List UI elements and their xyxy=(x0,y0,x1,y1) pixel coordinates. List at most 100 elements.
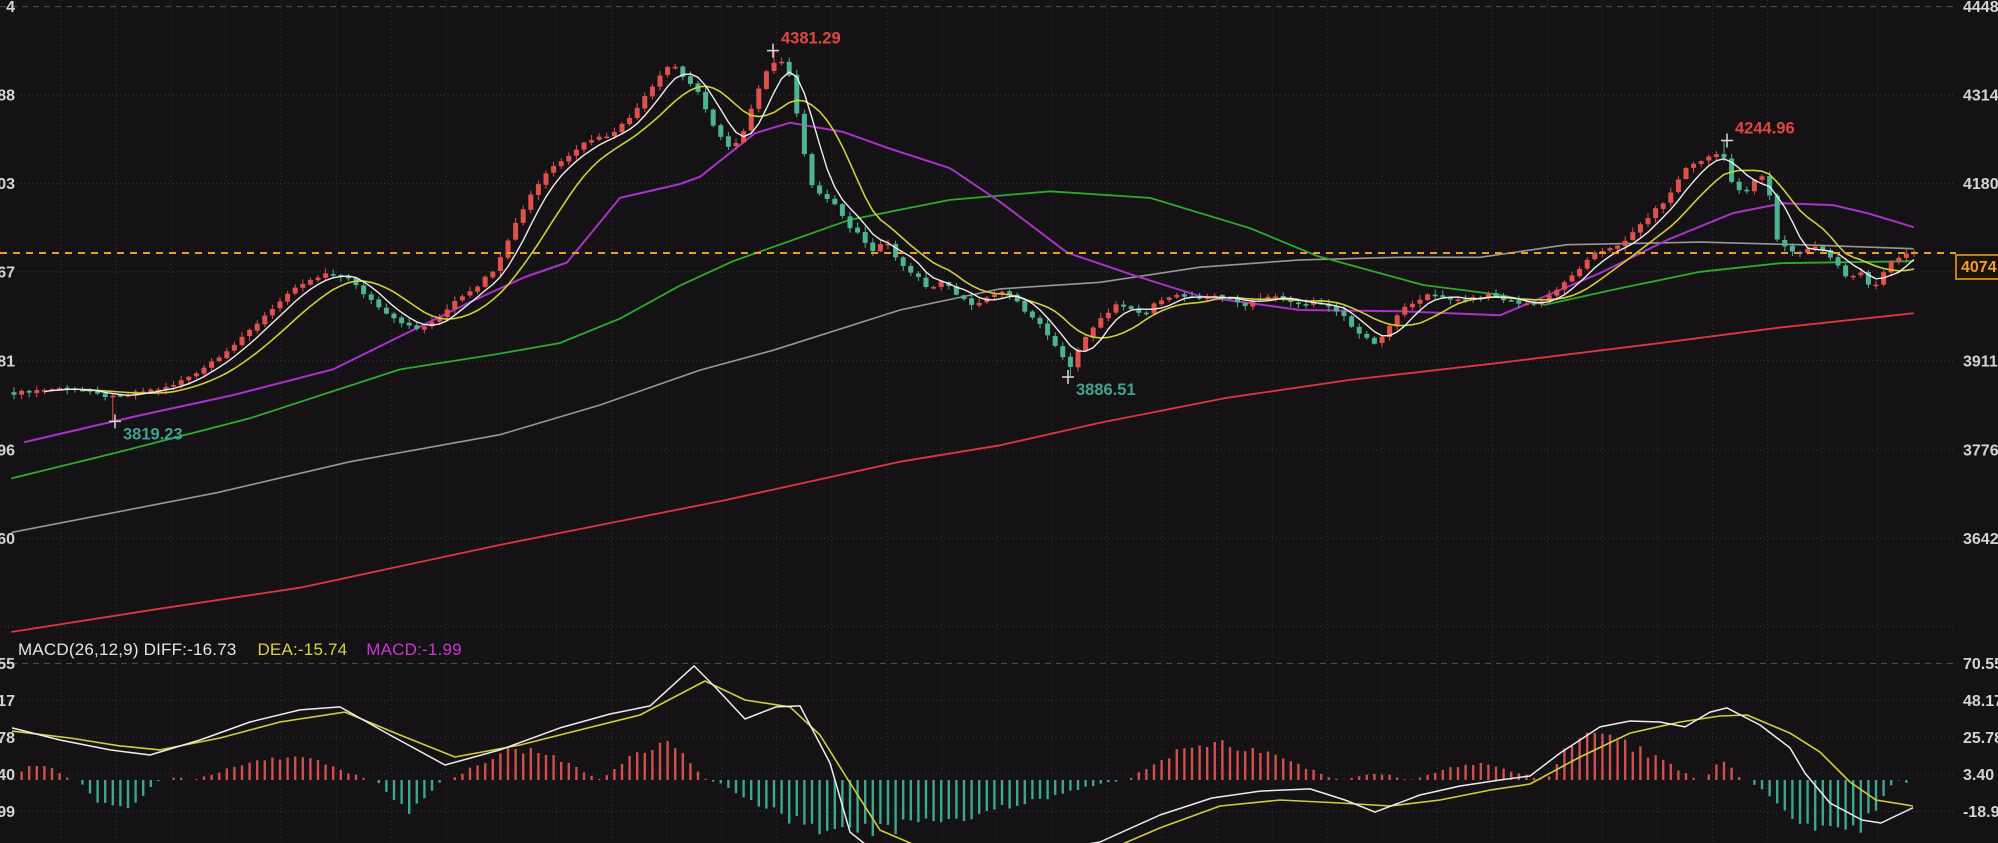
candle xyxy=(505,240,511,258)
candle xyxy=(1326,303,1332,307)
candle xyxy=(855,227,861,233)
macd-axis-fragment: 40 xyxy=(0,767,15,784)
candle xyxy=(1242,302,1248,307)
candle xyxy=(323,273,329,278)
extreme-marker-icon xyxy=(1721,133,1733,148)
candle xyxy=(1599,250,1605,253)
candle xyxy=(1858,272,1864,276)
candle xyxy=(566,155,572,162)
candle xyxy=(1531,303,1537,305)
candle xyxy=(976,302,982,306)
candle xyxy=(832,198,838,205)
candle xyxy=(748,108,754,131)
candle xyxy=(300,283,306,288)
candle xyxy=(1029,311,1035,318)
candle xyxy=(1873,284,1879,287)
candle xyxy=(839,204,845,216)
candle xyxy=(34,390,40,394)
candle xyxy=(953,286,959,295)
macd-dea-value: DEA:-15.74 xyxy=(257,640,348,659)
candle xyxy=(57,388,63,390)
candle xyxy=(1516,300,1522,304)
candle xyxy=(467,291,473,296)
candle xyxy=(414,325,420,329)
price-extreme-label: 3819.23 xyxy=(123,425,183,443)
macd-axis-label: -18.99 xyxy=(1963,804,1998,821)
candle xyxy=(923,277,929,287)
candle xyxy=(193,373,199,377)
candle xyxy=(528,194,534,210)
candle xyxy=(573,149,579,156)
candle xyxy=(475,286,481,292)
candle xyxy=(444,309,450,318)
candle xyxy=(634,107,640,119)
candle xyxy=(368,294,374,300)
y-axis-price-label: 3776 xyxy=(1963,442,1998,459)
candle xyxy=(421,326,427,330)
candle xyxy=(680,66,686,77)
candle xyxy=(1607,248,1613,251)
candle xyxy=(1409,303,1415,308)
candle xyxy=(672,66,678,69)
candle xyxy=(801,113,807,155)
candle xyxy=(1774,195,1780,240)
candle xyxy=(1865,271,1871,285)
candle xyxy=(627,117,633,125)
candle xyxy=(1432,294,1438,297)
ma-white-fast-line xyxy=(44,71,1915,396)
price-axis-labels: 4448 4314 4180 3911 3776 3642 4 88 03 67 81 96 60 70.… xyxy=(0,0,1998,821)
candle xyxy=(703,91,709,110)
candle xyxy=(642,96,648,109)
candle xyxy=(247,329,253,337)
candle xyxy=(961,295,967,300)
candle xyxy=(999,291,1005,295)
macd-axis-fragment: 55 xyxy=(0,656,15,673)
price-extreme-label: 3886.51 xyxy=(1076,381,1136,399)
candle xyxy=(41,389,47,392)
candle xyxy=(383,307,389,314)
price-extreme-label: 4244.96 xyxy=(1735,120,1795,138)
y-axis-price-fragment: 4 xyxy=(6,0,15,16)
y-axis-price-fragment: 03 xyxy=(0,176,15,193)
candle xyxy=(1653,208,1659,219)
macd-legend: MACD(26,12,9) DIFF:-16.73 DEA:-15.74 MAC… xyxy=(18,640,462,660)
macd-params-and-diff-value: MACD(26,12,9) DIFF:-16.73 xyxy=(18,640,237,659)
candle xyxy=(307,279,313,285)
candle xyxy=(1668,192,1674,203)
macd-dea-line xyxy=(11,680,1914,843)
candle xyxy=(1896,257,1902,262)
candle xyxy=(490,271,496,278)
last-price-tag: 4074 xyxy=(1955,254,1998,280)
macd-axis-label: 3.40 xyxy=(1963,767,1994,784)
candle xyxy=(1751,179,1757,192)
candle xyxy=(178,380,184,386)
candle xyxy=(216,357,222,362)
candle xyxy=(1691,163,1697,168)
ma-purple-line xyxy=(24,121,1914,443)
candle xyxy=(1523,303,1529,306)
candle xyxy=(665,66,671,75)
candle xyxy=(361,285,367,295)
candle xyxy=(231,344,237,351)
candle xyxy=(330,274,336,276)
candle xyxy=(1143,312,1149,315)
candle xyxy=(1554,289,1560,296)
candle xyxy=(611,131,617,137)
candle xyxy=(1060,346,1066,358)
candle xyxy=(1295,302,1301,305)
candles-layer xyxy=(11,50,1917,422)
y-axis-price-fragment: 81 xyxy=(0,353,15,370)
candle xyxy=(1166,297,1172,300)
candle xyxy=(269,309,275,316)
candle xyxy=(1235,298,1241,303)
candle xyxy=(520,209,526,223)
macd-axis-label: 48.17 xyxy=(1963,693,1998,710)
candle xyxy=(1045,323,1051,336)
candle xyxy=(551,165,557,173)
candle xyxy=(1417,299,1423,304)
candle xyxy=(437,316,443,322)
candle xyxy=(1075,349,1081,368)
candle xyxy=(1683,167,1689,179)
